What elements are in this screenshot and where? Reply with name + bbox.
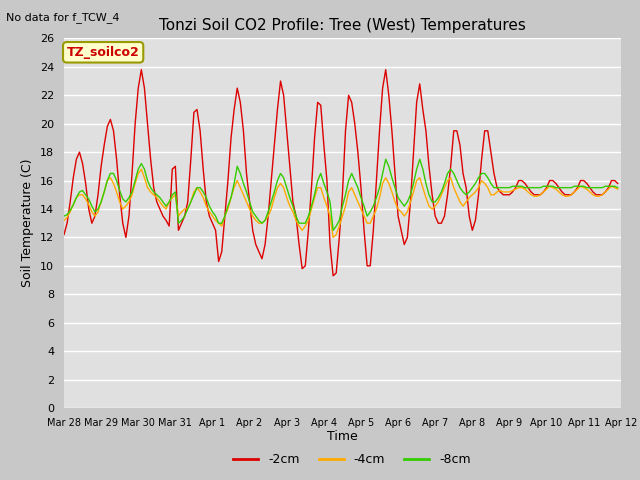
Text: No data for f_TCW_4: No data for f_TCW_4	[6, 12, 120, 23]
Y-axis label: Soil Temperature (C): Soil Temperature (C)	[22, 159, 35, 288]
X-axis label: Time: Time	[327, 431, 358, 444]
Legend: -2cm, -4cm, -8cm: -2cm, -4cm, -8cm	[228, 448, 476, 471]
Title: Tonzi Soil CO2 Profile: Tree (West) Temperatures: Tonzi Soil CO2 Profile: Tree (West) Temp…	[159, 18, 526, 33]
Text: TZ_soilco2: TZ_soilco2	[67, 46, 140, 59]
